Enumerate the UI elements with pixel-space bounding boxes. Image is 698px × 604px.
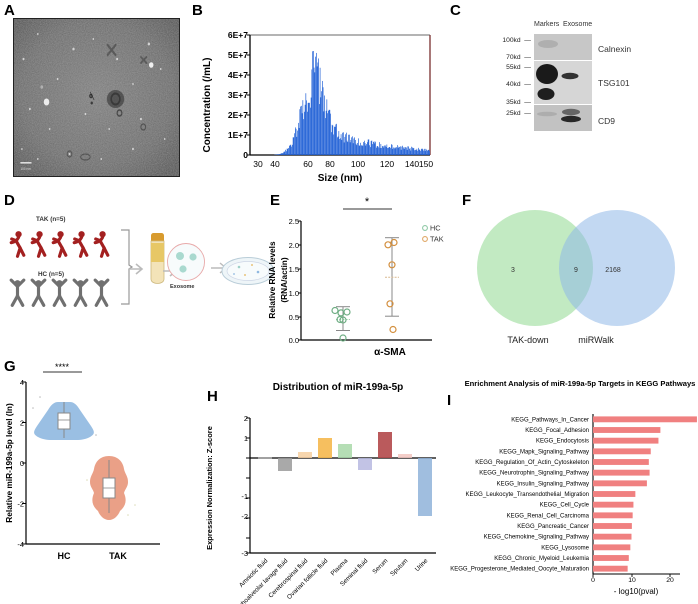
svg-text:Urine: Urine	[414, 557, 430, 573]
svg-text:α-SMA: α-SMA	[374, 347, 406, 358]
svg-text:3E+7: 3E+7	[228, 90, 248, 100]
svg-text:30: 30	[253, 159, 263, 169]
svg-text:1E+7: 1E+7	[228, 130, 248, 140]
svg-text:4E+7: 4E+7	[228, 70, 248, 80]
svg-text:KEGG_Chemokine_Signaling_Pathw: KEGG_Chemokine_Signaling_Pathway	[484, 535, 589, 541]
svg-text:(RNA/actin): (RNA/actin)	[279, 257, 289, 302]
svg-text:HC: HC	[430, 224, 441, 233]
svg-text:150: 150	[419, 159, 433, 169]
svg-text:Sputum: Sputum	[389, 557, 409, 577]
svg-text:Concentration (/mL): Concentration (/mL)	[202, 58, 213, 153]
svg-text:KEGG_Leukocyte_Transendothelia: KEGG_Leukocyte_Transendothelial_Migratio…	[465, 492, 589, 498]
svg-text:KEGG_Renal_Cell_Carcinoma: KEGG_Renal_Cell_Carcinoma	[507, 513, 590, 519]
svg-text:TAK: TAK	[430, 235, 444, 244]
svg-text:20: 20	[666, 577, 674, 584]
svg-text:KEGG_Mapk_Signaling_Pathway: KEGG_Mapk_Signaling_Pathway	[499, 449, 589, 455]
svg-text:KEGG_Pathways_In_Cancer: KEGG_Pathways_In_Cancer	[511, 417, 589, 423]
svg-text:80: 80	[325, 159, 335, 169]
svg-text:0: 0	[591, 577, 595, 584]
svg-text:Relative RNA levels: Relative RNA levels	[267, 241, 277, 319]
svg-text:- log10(pval): - log10(pval)	[614, 587, 659, 596]
svg-text:5E+7: 5E+7	[228, 50, 248, 60]
svg-text:HC: HC	[58, 551, 71, 561]
svg-text:TAK-down: TAK-down	[507, 335, 548, 345]
svg-text:miRWalk: miRWalk	[578, 335, 614, 345]
svg-text:KEGG_Lysosome: KEGG_Lysosome	[541, 545, 589, 551]
svg-text:0.0: 0.0	[289, 336, 299, 345]
svg-text:2.5: 2.5	[289, 217, 299, 226]
svg-text:100: 100	[351, 159, 365, 169]
svg-text:-1: -1	[241, 492, 248, 501]
svg-text:100 nm: 100 nm	[20, 167, 31, 171]
svg-text:-2: -2	[241, 512, 248, 521]
svg-text:140: 140	[405, 159, 419, 169]
svg-text:1.0: 1.0	[289, 289, 299, 298]
svg-text:2168: 2168	[605, 267, 621, 274]
svg-text:40: 40	[270, 159, 280, 169]
svg-text:0.5: 0.5	[289, 313, 299, 322]
svg-text:2E+7: 2E+7	[228, 110, 248, 120]
svg-text:****: ****	[55, 362, 70, 372]
svg-text:1.5: 1.5	[289, 265, 299, 274]
svg-text:Relative miR-199a-5p level (l: Relative miR-199a-5p level (ln)	[4, 403, 14, 523]
svg-text:120: 120	[380, 159, 394, 169]
svg-text:Enrichment Analysis of miR-199: Enrichment Analysis of miR-199a-5p Targe…	[465, 379, 696, 388]
svg-text:2.0: 2.0	[289, 241, 299, 250]
svg-text:KEGG_Pancreatic_Cancer: KEGG_Pancreatic_Cancer	[517, 524, 589, 530]
svg-text:KEGG_Regulation_Of_Actin_Cytos: KEGG_Regulation_Of_Actin_Cytoskeleton	[475, 460, 589, 466]
svg-text:Distribution of miR-199a-5p: Distribution of miR-199a-5p	[273, 382, 404, 393]
svg-text:TAK: TAK	[109, 551, 127, 561]
svg-text:*: *	[365, 196, 370, 208]
svg-text:Size (nm): Size (nm)	[318, 173, 362, 184]
svg-text:6E+7: 6E+7	[228, 30, 248, 40]
svg-text:KEGG_Endocytosis: KEGG_Endocytosis	[536, 439, 589, 445]
svg-text:60: 60	[303, 159, 313, 169]
svg-text:Serum: Serum	[371, 557, 389, 575]
svg-text:KEGG_Cell_Cycle: KEGG_Cell_Cycle	[540, 503, 590, 509]
svg-text:KEGG_Focal_Adhesion: KEGG_Focal_Adhesion	[525, 428, 589, 434]
svg-text:KEGG_Neurotrophin_Signaling_Pa: KEGG_Neurotrophin_Signaling_Pathway	[479, 471, 589, 477]
svg-text:10: 10	[628, 577, 636, 584]
svg-text:3: 3	[511, 267, 515, 274]
svg-text:KEGG_Insulin_Signaling_Pathway: KEGG_Insulin_Signaling_Pathway	[497, 481, 589, 487]
svg-text:Expression Normalization: Z-sc: Expression Normalization: Z-score	[205, 426, 214, 550]
svg-text:KEGG_Chronic_Myeloid_Leukemia: KEGG_Chronic_Myeloid_Leukemia	[494, 556, 589, 562]
svg-text:KEGG_Progesterone_Mediated_Ooc: KEGG_Progesterone_Mediated_Oocyte_Matura…	[450, 567, 589, 573]
svg-text:9: 9	[574, 267, 578, 274]
